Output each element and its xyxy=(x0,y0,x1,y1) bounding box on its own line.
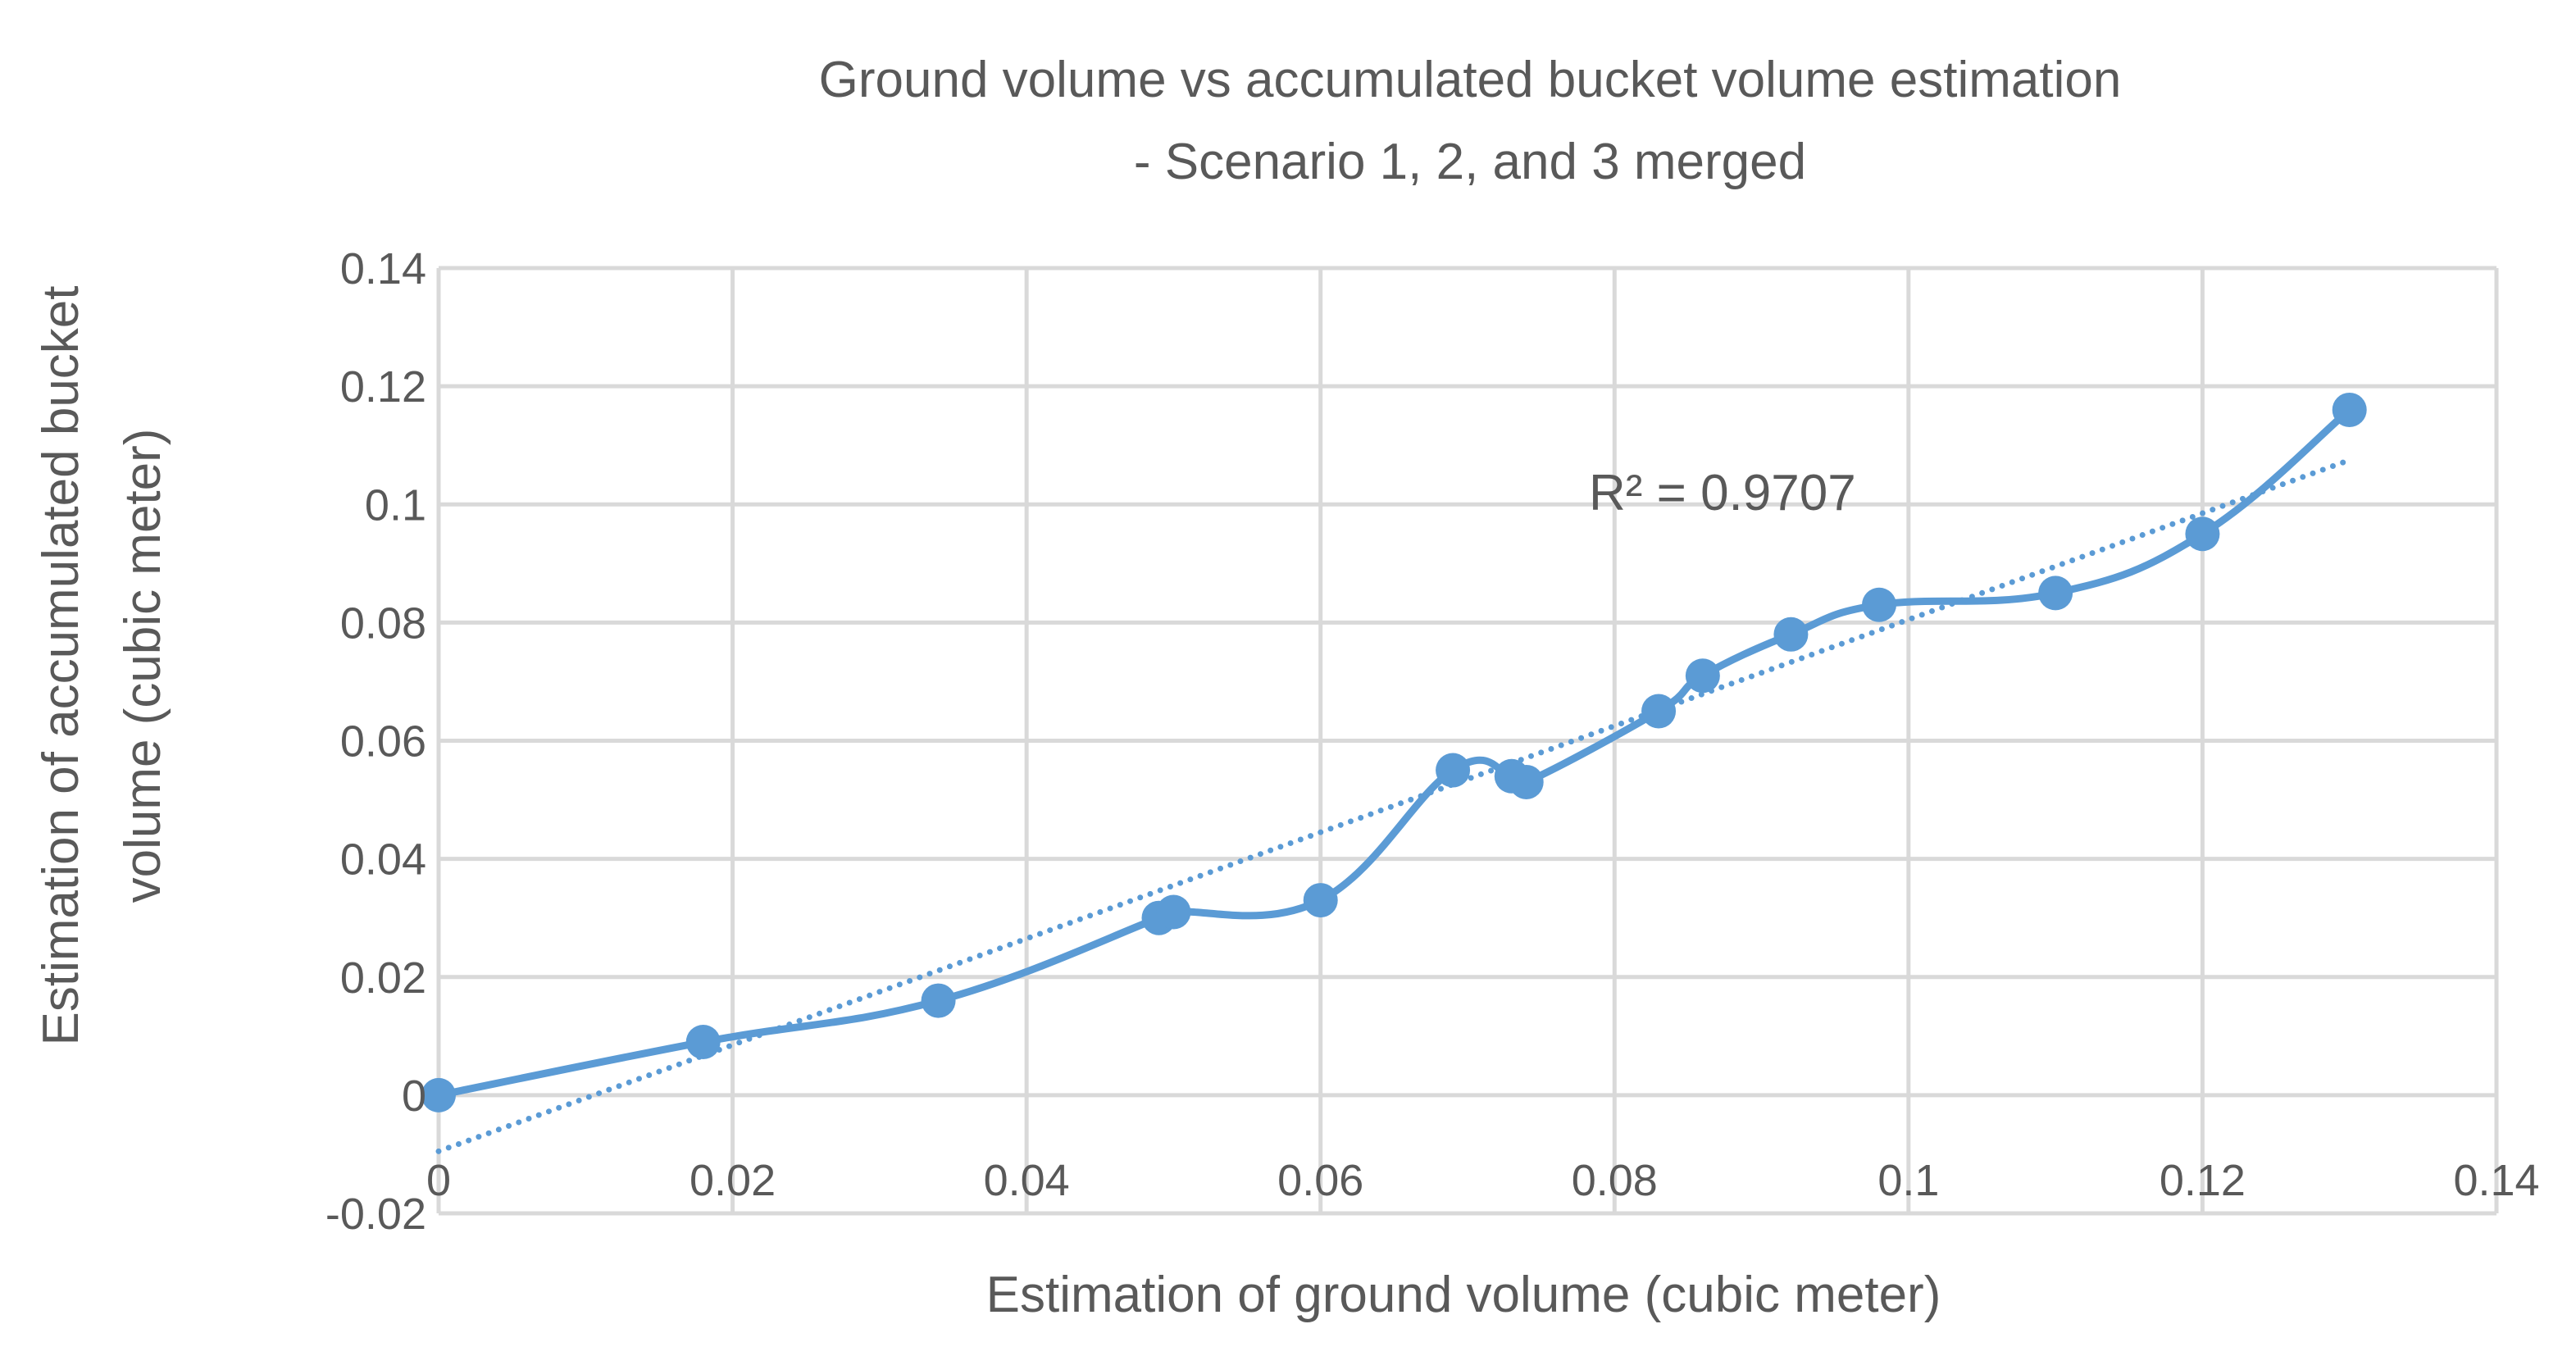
series-layer xyxy=(435,406,2354,1099)
y-tick-label: 0.06 xyxy=(340,717,426,767)
data-point xyxy=(1862,587,1896,622)
series-line-0 xyxy=(435,406,2354,1099)
x-tick-label: 0.02 xyxy=(690,1156,776,1205)
grid-lines xyxy=(436,266,2499,1216)
x-tick-label: 0.1 xyxy=(1877,1156,1939,1205)
chart-subtitle: - Scenario 1, 2, and 3 merged xyxy=(1134,134,1806,190)
data-point xyxy=(2332,392,2367,427)
x-tick-label: 0.08 xyxy=(1572,1156,1658,1205)
data-point xyxy=(1685,658,1720,694)
x-tick-label: 0.14 xyxy=(2453,1156,2539,1205)
data-point xyxy=(1303,883,1338,918)
x-axis-title: Estimation of ground volume (cubic meter… xyxy=(986,1267,1941,1323)
data-point xyxy=(1641,694,1677,729)
x-tick-label: 0.12 xyxy=(2160,1156,2246,1205)
trendline-layer xyxy=(435,457,2353,1154)
data-point xyxy=(2038,576,2073,611)
x-tick-label: 0.04 xyxy=(984,1156,1070,1205)
y-axis-title-line-1: Estimation of accumulated bucket xyxy=(33,285,89,1045)
y-tick-label: 0 xyxy=(402,1072,426,1121)
data-point xyxy=(1156,894,1191,930)
y-tick-label: 0.02 xyxy=(340,953,426,1003)
y-tick-label: 0.12 xyxy=(340,362,426,412)
data-point xyxy=(921,983,956,1018)
y-tick-label: 0.08 xyxy=(340,598,426,648)
data-point-layer xyxy=(421,392,2367,1112)
data-point xyxy=(685,1025,721,1060)
y-tick-label: -0.02 xyxy=(325,1190,426,1239)
data-point xyxy=(1509,764,1544,799)
y-tick-labels: -0.02 0 0.02 0.04 0.06 0.08 0.1 0.12 0.14 xyxy=(325,244,426,1239)
data-point xyxy=(1436,753,1471,788)
y-axis-title: Estimation of accumulated bucket volume … xyxy=(33,285,171,1045)
linear-trendline xyxy=(435,457,2353,1154)
data-point xyxy=(1773,617,1809,652)
x-tick-label: 0 xyxy=(426,1156,451,1205)
y-tick-label: 0.1 xyxy=(365,480,426,530)
x-tick-label: 0.06 xyxy=(1277,1156,1363,1205)
data-point xyxy=(2185,516,2220,552)
r-squared-annotation: R² = 0.9707 xyxy=(1589,465,1856,521)
y-axis-title-line-2: volume (cubic meter) xyxy=(115,429,171,903)
chart-title: Ground volume vs accumulated bucket volu… xyxy=(819,52,2122,108)
data-point xyxy=(421,1077,456,1112)
y-tick-label: 0.14 xyxy=(340,244,426,293)
x-tick-labels: 0 0.02 0.04 0.06 0.08 0.1 0.12 0.14 xyxy=(426,1156,2540,1205)
y-tick-label: 0.04 xyxy=(340,835,426,885)
